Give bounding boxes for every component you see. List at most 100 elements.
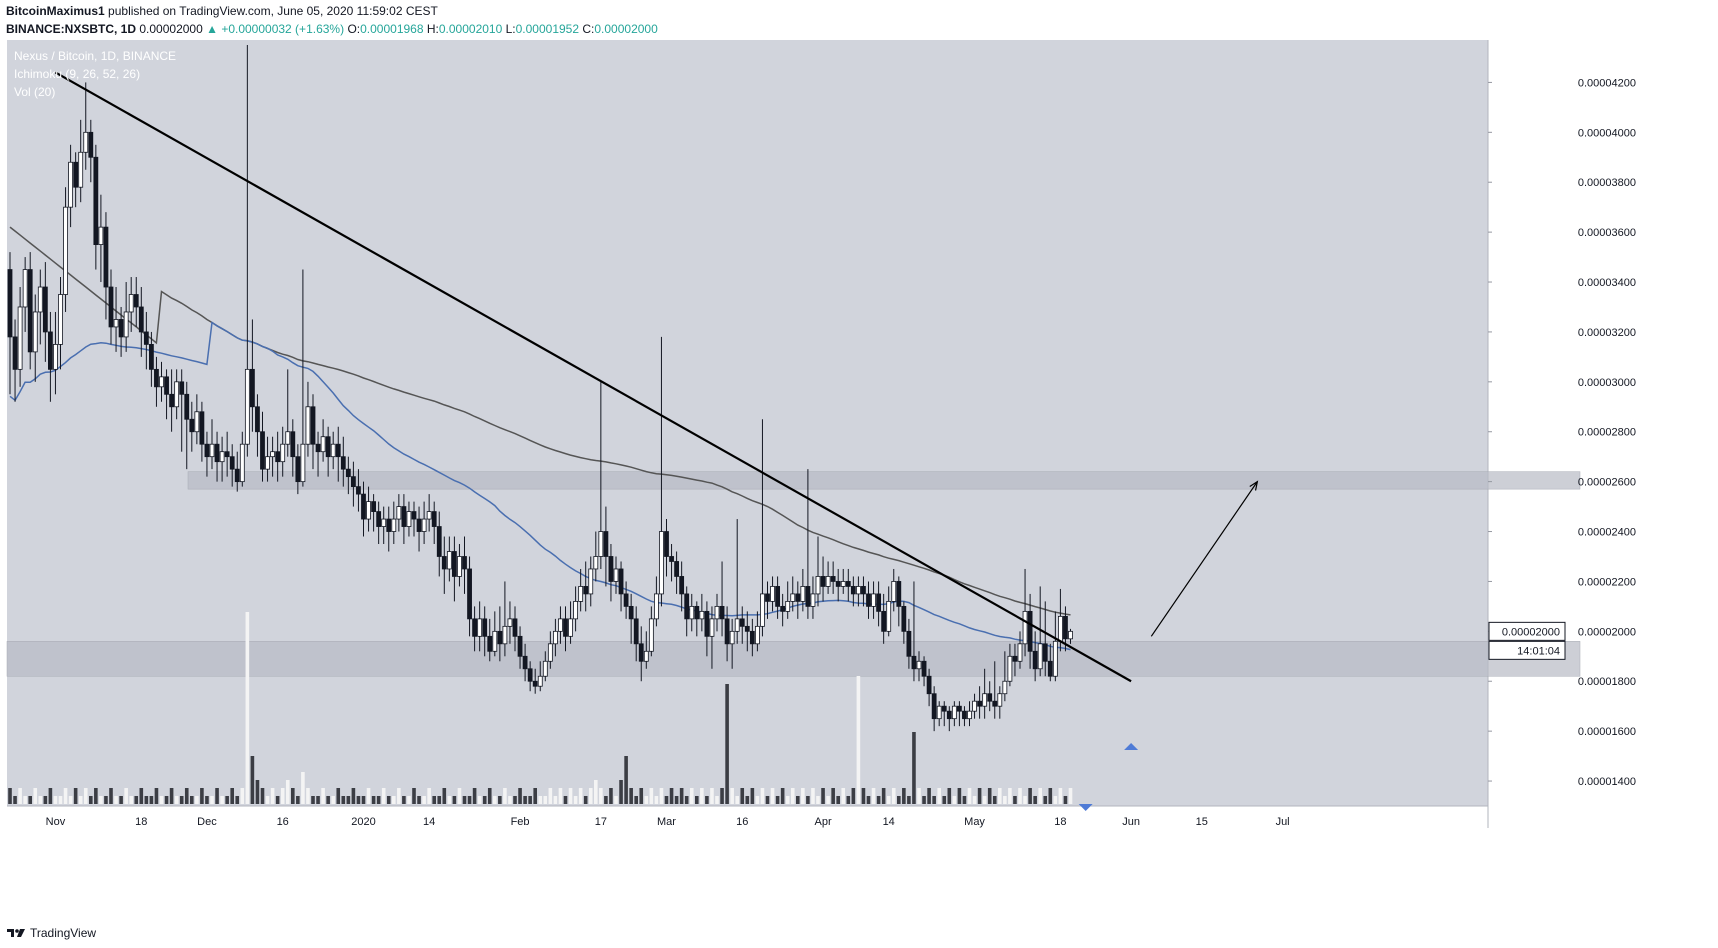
volume-bar [992, 796, 997, 804]
volume-bar [563, 796, 568, 804]
volume-bar [932, 796, 936, 804]
volume-bar [250, 756, 255, 804]
candle-body [406, 511, 412, 527]
projection-arrowhead [1249, 480, 1259, 491]
volume-bar [876, 796, 881, 804]
volume-bar [392, 796, 396, 804]
candle-body [891, 581, 897, 602]
y-tick-label: 0.00002000 [1578, 626, 1636, 638]
y-tick-label: 0.00004000 [1578, 127, 1636, 139]
l-value: 0.00001952 [515, 22, 580, 36]
volume-bar [674, 796, 679, 804]
candle-body [335, 443, 341, 458]
volume-bar [1053, 796, 1058, 804]
candle-body [320, 436, 326, 453]
volume-bar [291, 788, 295, 804]
candle-body [845, 581, 851, 587]
candle-body [785, 601, 791, 612]
volume-bar [705, 796, 709, 804]
candle-body [502, 625, 508, 645]
volume-bar [785, 796, 790, 804]
volume-bar [1038, 788, 1042, 804]
volume-bar [715, 796, 719, 804]
candle-body [37, 286, 43, 313]
candle-body [154, 368, 159, 388]
candle-body [401, 506, 407, 527]
y-tick-label: 0.00004200 [1578, 77, 1636, 89]
legend-ichimoku: Ichimoku (9, 26, 52, 26) [14, 67, 140, 81]
volume-bar [8, 788, 12, 804]
volume-bar [861, 788, 866, 804]
price-axis-background [1488, 40, 1718, 828]
volume-bar [897, 796, 901, 804]
volume-bar [169, 788, 174, 804]
candle-body [648, 618, 654, 652]
volume-bar [710, 788, 714, 804]
candle-body [1017, 643, 1023, 662]
candle-body [1022, 610, 1028, 645]
candle-body [770, 586, 775, 602]
x-tick-label: Apr [814, 816, 831, 828]
candle-body [249, 368, 255, 408]
volume-bar [129, 796, 133, 804]
descending-trendline[interactable] [54, 71, 1132, 683]
candle-body [53, 344, 58, 370]
candle-body [977, 700, 982, 707]
candle-body [507, 618, 513, 627]
candle-body [694, 605, 700, 620]
candle-body [426, 511, 432, 520]
volume-bar [816, 796, 820, 804]
x-tick-label: Jun [1122, 816, 1140, 828]
volume-bar [174, 796, 179, 804]
candle-body [709, 618, 715, 637]
candle-body [436, 526, 442, 557]
candle-body [527, 668, 533, 682]
volume-bar [386, 796, 391, 804]
x-tick-label: 16 [736, 816, 748, 828]
candle-body [542, 660, 548, 677]
volume-bar [13, 796, 17, 804]
volume-bar [402, 796, 406, 804]
legend-title: Nexus / Bitcoin, 1D, BINANCE [14, 49, 176, 63]
candle-body [270, 451, 276, 458]
candle-body [98, 226, 104, 245]
up-triangle-icon [1124, 743, 1139, 750]
candle-body [391, 518, 397, 532]
author[interactable]: BitcoinMaximus1 [6, 4, 105, 18]
candle-body [598, 531, 604, 557]
candle-body [118, 319, 124, 338]
candle-body [143, 331, 149, 345]
volume-bar [351, 788, 356, 804]
candle-body [295, 456, 301, 483]
x-tick-label: Mar [657, 816, 676, 828]
footer-brand[interactable]: TradingView [30, 926, 97, 940]
projection-arrow-line[interactable] [1150, 481, 1258, 637]
y-tick-label: 0.00001600 [1578, 726, 1636, 738]
volume-bar [765, 796, 770, 804]
c-label: C: [582, 22, 595, 36]
volume-bar [321, 788, 325, 804]
candle-body [1027, 610, 1033, 652]
volume-bar [63, 788, 68, 804]
volume-bar [942, 796, 947, 804]
candle-body [901, 605, 907, 632]
candle-body [209, 443, 215, 458]
volume-bar [240, 788, 245, 804]
footer: TradingView [6, 926, 96, 940]
volume-bar [477, 796, 482, 804]
volume-bar [578, 788, 583, 804]
candle-body [911, 655, 917, 670]
candle-body [386, 518, 392, 532]
volume-bar [700, 788, 704, 804]
candle-body [861, 586, 866, 595]
candle-body [325, 436, 331, 458]
candle-body [48, 331, 53, 370]
candle-body [159, 376, 164, 388]
candle-body [866, 593, 871, 607]
volume-bar [159, 796, 164, 804]
volume-bar [68, 796, 73, 804]
candle-body [669, 556, 674, 562]
volume-bar [972, 796, 977, 804]
volume-bar [472, 788, 477, 804]
